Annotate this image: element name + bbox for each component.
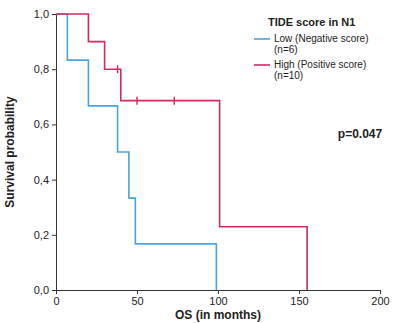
survival-curve [56,14,307,290]
y-tick-label: 0,8 [34,63,49,75]
y-tick: 0,2 [34,229,56,241]
y-tick-mark [52,180,56,181]
y-tick: 0,0 [34,284,56,296]
y-tick-mark [52,290,56,291]
y-axis: 0,0 0,2 0,4 0,6 0,8 1,0 [34,8,57,296]
legend-count: (n=10) [274,70,303,81]
censor-mark [136,97,137,105]
legend-label: High (Positive score) [274,59,366,70]
annotation: p=0.047 [338,127,383,141]
legend-label: Low (Negative score) [274,33,368,44]
y-tick: 1,0 [34,8,56,20]
y-tick: 0,8 [34,63,56,75]
x-axis: 0 50 100 150 200 [53,290,389,307]
y-axis-line [52,15,57,291]
x-tick-label: 200 [371,295,389,307]
y-tick-label: 0,0 [34,284,49,296]
x-tick-mark [137,290,138,294]
legend-swatch [254,38,270,40]
y-tick-mark [52,235,56,236]
y-tick-mark [52,124,56,125]
y-tick-label: 0,6 [34,118,49,130]
x-tick: 50 [131,290,143,307]
y-tick-label: 0,4 [34,174,49,186]
y-tick-mark [52,69,56,70]
x-tick-mark [299,290,300,294]
x-tick-label: 150 [290,295,308,307]
chart: 0 50 100 150 200 0,0 0,2 0,4 0,6 0,8 1,0 OS (in mon… [0,0,400,323]
legend-count: (n=6) [274,44,298,55]
x-tick: 150 [290,290,308,307]
legend-title: TIDE score in N1 [268,16,355,28]
x-tick-mark [380,290,381,294]
x-tick: 100 [209,290,227,307]
x-tick-label: 50 [131,295,143,307]
x-axis-line [57,291,381,295]
survival-curve [56,14,216,290]
plot-area [56,14,307,290]
y-tick-label: 0,2 [34,229,49,241]
legend: TIDE score in N1 Low (Negative score)(n=6… [254,16,368,81]
y-tick-mark [52,14,56,15]
y-tick-label: 1,0 [34,8,49,20]
censor-mark [174,97,175,105]
x-tick: 200 [371,290,389,307]
x-axis-title: OS (in months) [175,308,261,322]
y-tick: 0,6 [34,118,56,130]
y-axis-title: Survival probability [3,96,17,208]
x-tick-label: 100 [209,295,227,307]
legend-swatch [254,64,270,66]
x-tick-label: 0 [53,295,59,307]
x-tick-mark [218,290,219,294]
x-tick: 0 [53,290,59,307]
censor-mark [117,65,118,73]
y-tick: 0,4 [34,174,56,186]
